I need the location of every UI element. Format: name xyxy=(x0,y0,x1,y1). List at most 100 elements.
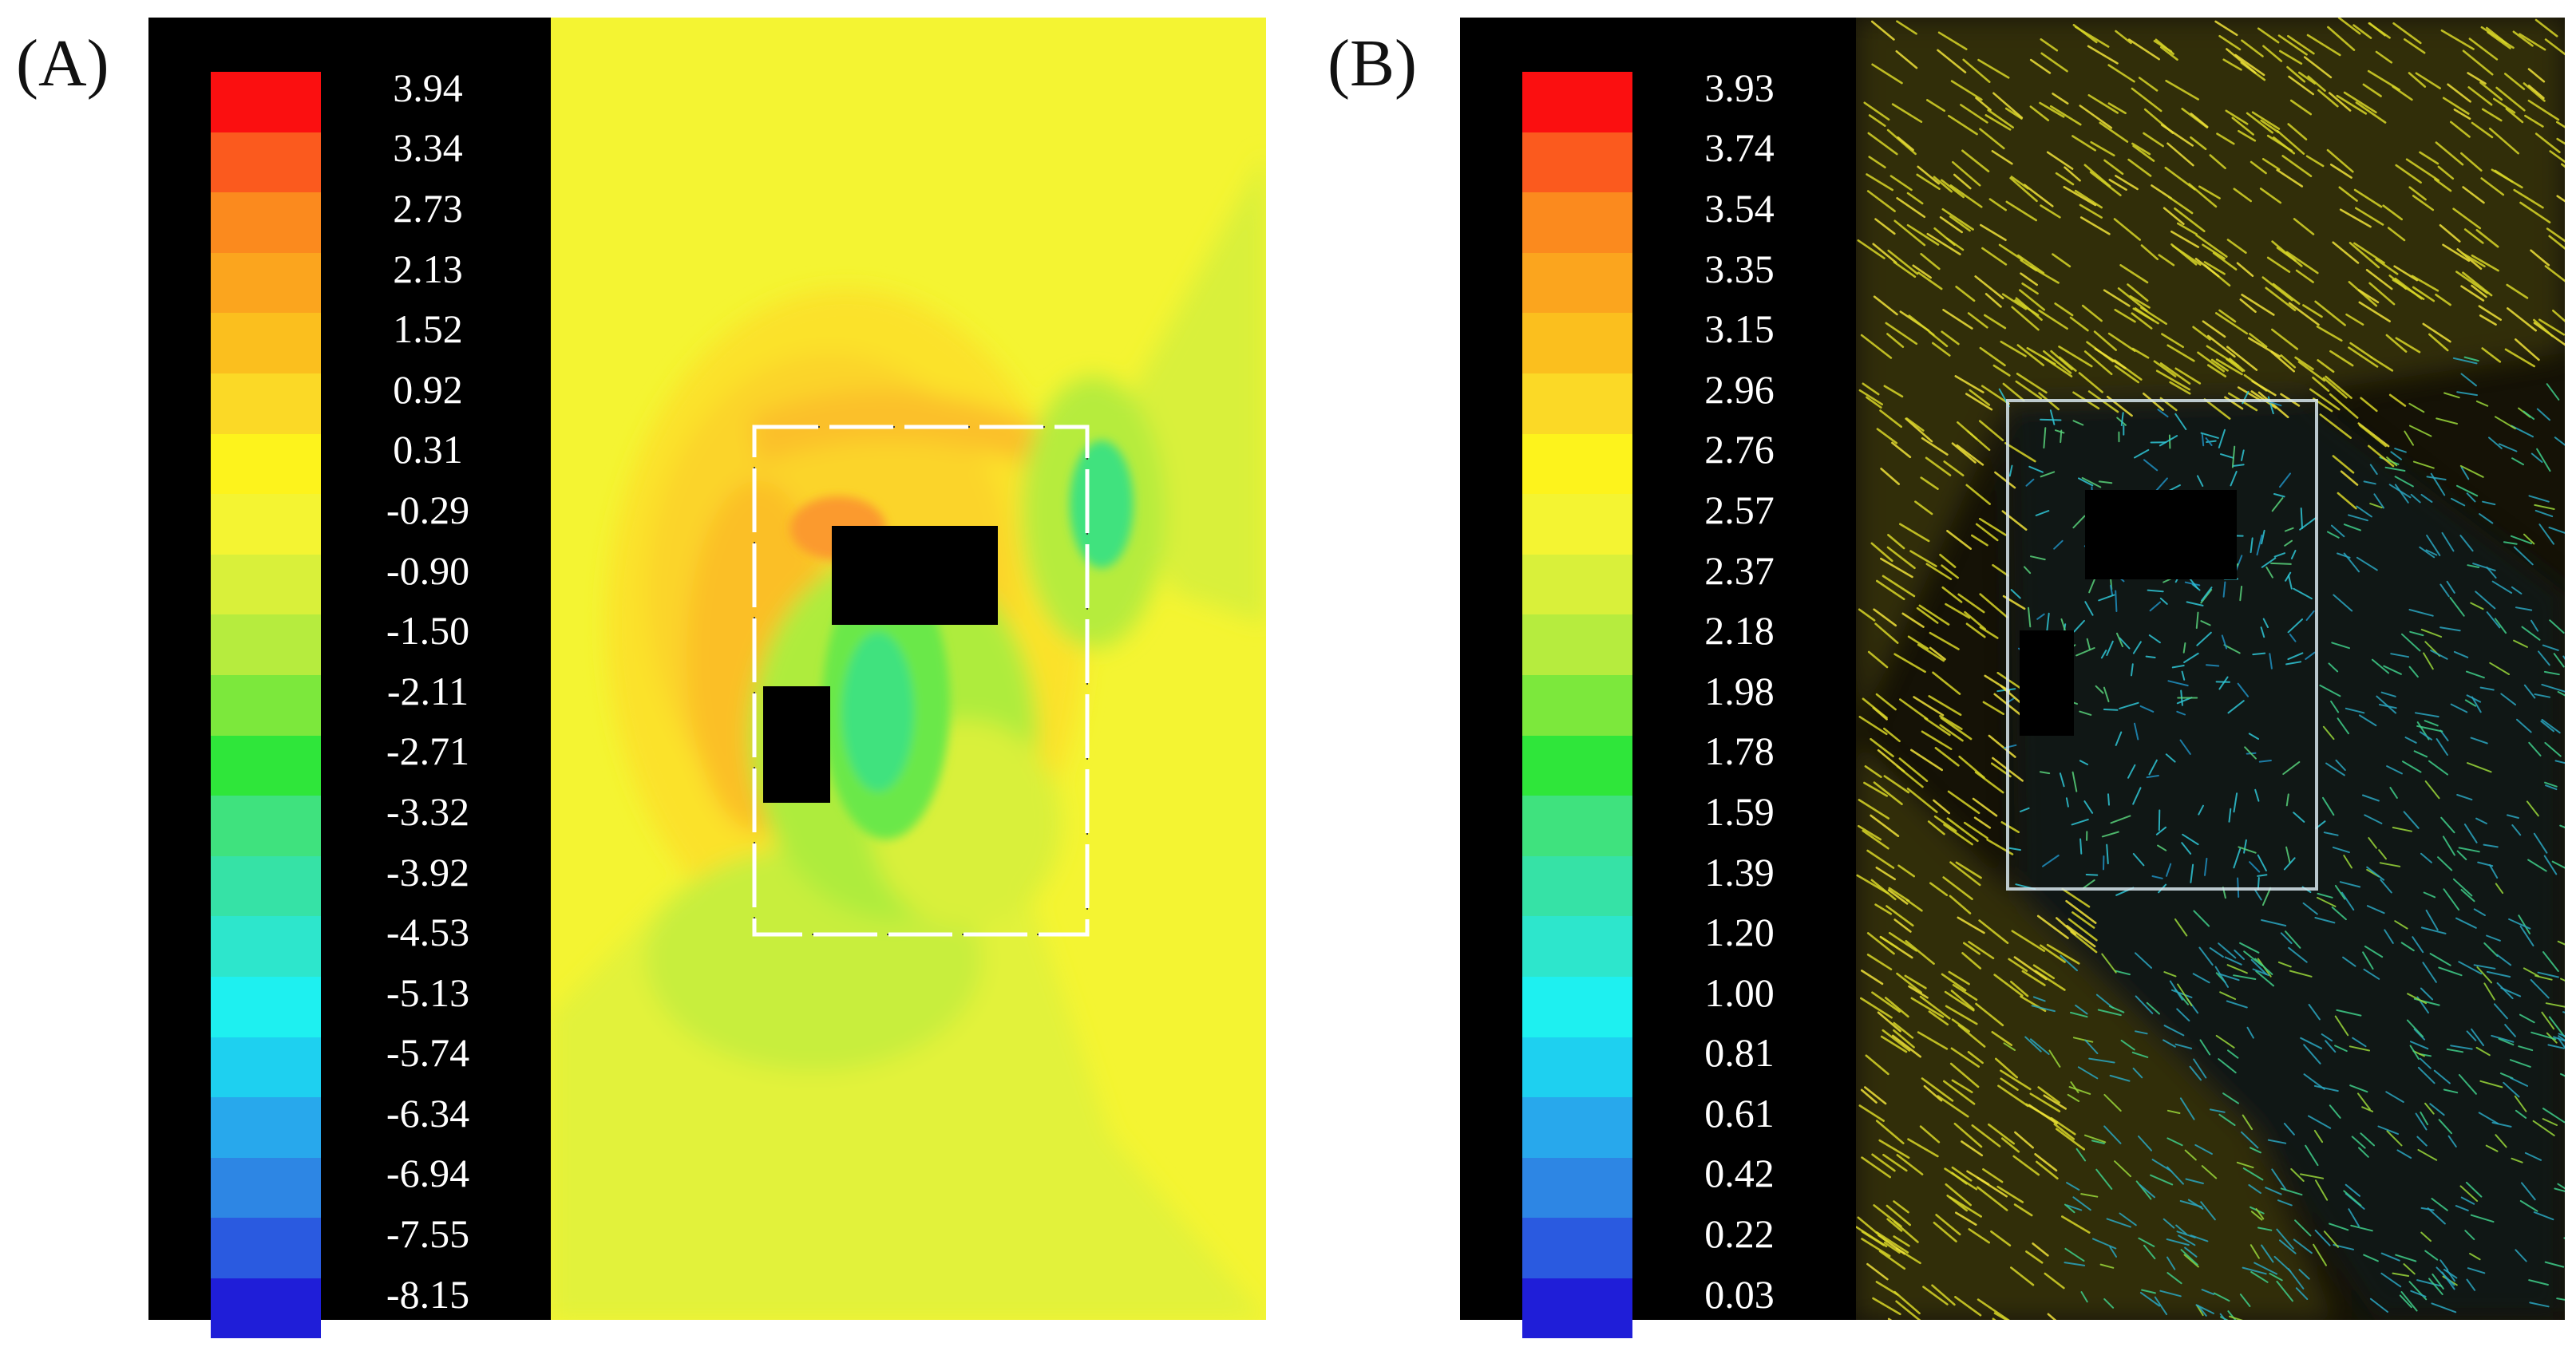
flow-vector xyxy=(2218,309,2237,323)
flow-vector xyxy=(1956,444,1984,466)
flow-vector xyxy=(2283,857,2296,871)
flow-vector xyxy=(2329,1104,2341,1119)
flow-vector xyxy=(2328,662,2339,673)
flow-vector xyxy=(2038,309,2068,330)
flow-vector xyxy=(2488,127,2520,155)
flow-vector xyxy=(2410,1041,2429,1050)
flow-vector xyxy=(2530,979,2550,999)
flow-vector xyxy=(2549,150,2565,164)
flow-vector xyxy=(2475,591,2496,610)
flow-vector xyxy=(1935,1214,1961,1236)
flow-vector xyxy=(2228,808,2232,823)
flow-vector xyxy=(2419,731,2433,741)
flow-vector xyxy=(2174,918,2188,937)
flow-vector xyxy=(1977,1176,2008,1198)
color-swatch xyxy=(1522,433,1632,495)
flow-vector xyxy=(1982,1168,2004,1183)
flow-vector xyxy=(1978,919,2009,944)
flow-vector xyxy=(1957,1024,1986,1048)
flow-vector xyxy=(2079,710,2092,716)
flow-vector xyxy=(1858,799,1890,820)
flow-vector xyxy=(2115,731,2123,746)
flow-vector xyxy=(2491,168,2523,189)
flow-vector xyxy=(2534,693,2550,698)
flow-vector xyxy=(2087,94,2119,114)
flow-vector xyxy=(2410,493,2421,504)
flow-vector xyxy=(2297,71,2317,85)
flow-vector xyxy=(1988,198,2007,211)
flow-vector xyxy=(2408,666,2419,678)
flow-vector xyxy=(2334,1045,2348,1053)
flow-vector xyxy=(2326,148,2354,173)
flow-vector xyxy=(2079,105,2113,129)
flow-vector xyxy=(2091,1140,2105,1144)
flow-vector xyxy=(2127,158,2152,177)
flow-vector xyxy=(2046,151,2074,170)
flow-vector xyxy=(2343,855,2352,869)
flow-vector xyxy=(2489,662,2510,675)
flow-vector xyxy=(1879,557,1913,579)
flow-vector xyxy=(1864,1086,1887,1105)
flow-vector xyxy=(2453,650,2469,658)
flow-vector xyxy=(2231,117,2254,136)
flow-vector xyxy=(2488,436,2503,449)
flow-vector xyxy=(2523,82,2546,102)
flow-vector xyxy=(2495,416,2516,430)
flow-vector xyxy=(1886,333,1905,349)
flow-vector xyxy=(2231,445,2236,468)
flow-vector xyxy=(2479,314,2497,326)
flow-vector xyxy=(2023,184,2054,207)
flow-vector xyxy=(2064,1262,2086,1266)
flow-vector xyxy=(2184,581,2201,587)
flow-vector xyxy=(2447,83,2471,103)
flow-vector xyxy=(2226,1000,2248,1009)
flow-vector xyxy=(2256,534,2263,556)
flow-vector xyxy=(1921,436,1949,456)
flow-vector xyxy=(2243,950,2263,966)
flow-vector xyxy=(2139,1184,2155,1199)
flow-vector xyxy=(1950,80,1983,101)
flow-vector xyxy=(2247,337,2281,357)
flow-vector xyxy=(2380,1252,2400,1262)
flow-vector xyxy=(2313,1084,2339,1092)
flow-vector xyxy=(2079,760,2088,765)
flow-vector xyxy=(2314,917,2336,924)
flow-vector xyxy=(2248,333,2268,348)
flow-vector xyxy=(2466,670,2485,679)
flow-vector xyxy=(2093,330,2118,351)
flow-vector xyxy=(2260,626,2265,638)
flow-vector xyxy=(1995,1057,2018,1079)
flow-vector xyxy=(2315,1179,2329,1201)
flow-vector xyxy=(2029,58,2052,74)
flow-vector xyxy=(1871,63,1903,85)
flow-vector xyxy=(2294,1219,2312,1237)
flow-vector xyxy=(2214,312,2249,335)
flow-vector xyxy=(2261,1244,2274,1263)
flow-vector xyxy=(1973,816,1992,829)
flow-vector xyxy=(2370,356,2394,372)
flow-vector xyxy=(2193,910,2210,927)
flow-vector xyxy=(2458,1074,2477,1095)
flow-vector xyxy=(2459,1185,2479,1202)
flow-vector xyxy=(2030,555,2046,561)
flow-vector xyxy=(1990,1230,2012,1246)
flow-vector xyxy=(2165,753,2176,763)
flow-vector xyxy=(2184,1149,2197,1161)
flow-vector xyxy=(2303,1073,2325,1090)
flow-vector xyxy=(1861,1156,1892,1179)
flow-vector xyxy=(2050,350,2073,371)
flow-vector xyxy=(1874,903,1893,915)
flow-vector xyxy=(2545,1002,2565,1008)
flow-vector xyxy=(2456,248,2483,271)
flow-vector xyxy=(2273,493,2285,498)
flow-vector xyxy=(2236,262,2254,278)
flow-vector xyxy=(2243,839,2247,854)
flow-vector xyxy=(2239,942,2260,954)
flow-vector xyxy=(2375,258,2399,275)
flow-vector xyxy=(2429,953,2451,966)
flow-vector xyxy=(2400,942,2415,952)
enclosure-outline xyxy=(752,425,1090,937)
flow-vector xyxy=(2127,764,2136,779)
legend-b: 3.93 3.74 3.54 3.35 3.15 2.96 2.76 2.57 2.37 2.18… xyxy=(1460,18,1856,1339)
flow-vector xyxy=(2203,261,2226,275)
